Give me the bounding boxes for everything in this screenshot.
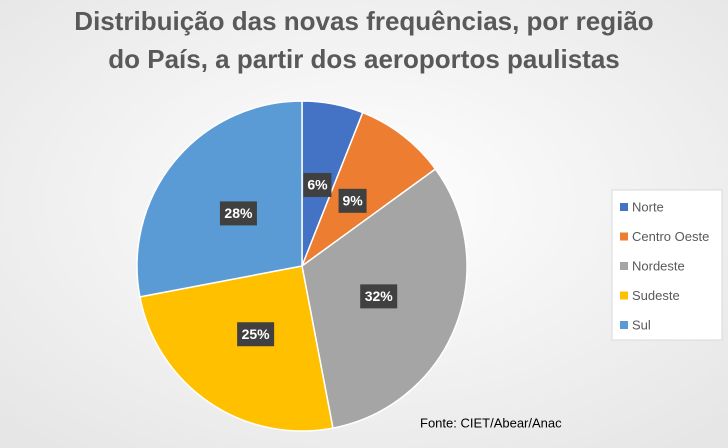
pie-slice [136, 100, 303, 298]
pie-slice [139, 265, 334, 432]
data-label: 28% [224, 205, 253, 221]
data-label-box [360, 284, 398, 309]
data-label-box [237, 322, 275, 347]
data-label: 25% [242, 326, 271, 342]
legend-swatch [620, 321, 628, 329]
legend-swatch [620, 262, 628, 270]
legend-label: Norte [632, 199, 664, 214]
data-label-box [338, 188, 367, 213]
legend-label: Nordeste [632, 258, 685, 273]
legend-box [611, 189, 723, 341]
legend-label: Sudeste [632, 288, 680, 303]
legend-swatch [620, 232, 628, 241]
legend-swatch [620, 291, 628, 300]
chart-title: Distribuição das novas frequências, por … [74, 6, 653, 36]
data-label: 6% [307, 177, 328, 193]
legend-label: Sul [632, 317, 651, 332]
data-label-box [219, 201, 257, 226]
annotation: Fonte: CIET/Abear/Anac [420, 415, 562, 430]
chart-title: do País, a partir dos aeroportos paulist… [108, 44, 619, 74]
legend-label: Centro Oeste [632, 229, 709, 244]
legend-swatch [620, 203, 628, 211]
data-label: 9% [342, 193, 363, 209]
pie-slice [300, 111, 437, 269]
data-label-box [303, 172, 332, 197]
data-label: 32% [365, 288, 394, 304]
